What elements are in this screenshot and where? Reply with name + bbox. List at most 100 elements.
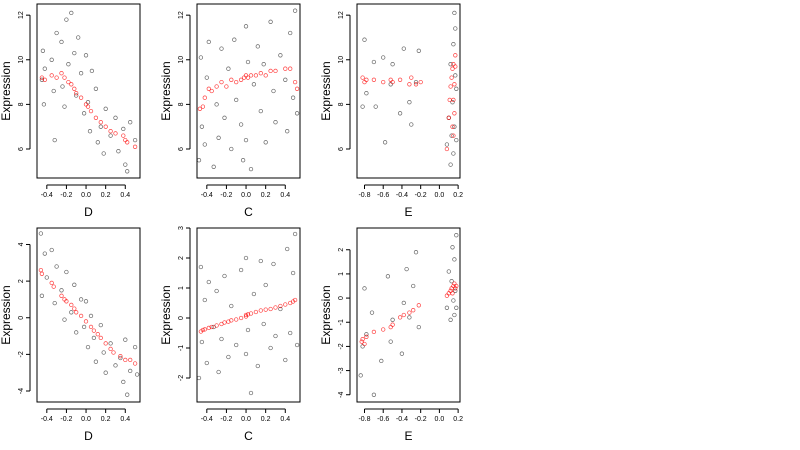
- y-tick-label: 0: [178, 316, 185, 320]
- observed-point: [87, 129, 93, 134]
- y-axis-title: Expression: [159, 61, 173, 120]
- observed-point: [258, 108, 263, 114]
- y-tick-label: 0: [18, 316, 25, 320]
- observed-point: [214, 102, 219, 107]
- observed-point: [234, 342, 239, 348]
- observed-point: [271, 88, 276, 94]
- observed-point: [83, 53, 89, 58]
- observed-point: [62, 104, 67, 109]
- observed-point: [238, 267, 244, 273]
- x-tick-label: 0.2: [261, 192, 271, 199]
- observed-point: [204, 75, 209, 80]
- observed-point: [59, 39, 64, 45]
- series-observed: [358, 233, 459, 397]
- observed-point: [409, 122, 414, 127]
- observed-point: [452, 312, 457, 318]
- observed-point: [101, 151, 106, 156]
- observed-point: [261, 62, 266, 67]
- y-tick-label: 0: [338, 296, 345, 300]
- observed-point: [234, 97, 239, 103]
- observed-point: [211, 164, 216, 169]
- observed-point: [196, 158, 202, 163]
- observed-point: [385, 274, 391, 279]
- observed-point: [108, 341, 113, 346]
- fitted-point: [360, 75, 365, 80]
- observed-point: [413, 79, 419, 85]
- x-tick-label: -0.4: [41, 416, 53, 423]
- fitted-point: [214, 84, 219, 89]
- y-tick-label: 2: [18, 279, 25, 283]
- fitted-point: [206, 325, 211, 331]
- fitted-point: [39, 271, 45, 276]
- fitted-point: [42, 77, 47, 82]
- observed-point: [85, 100, 91, 105]
- series-fitted: [38, 267, 138, 366]
- observed-point: [290, 270, 296, 276]
- observed-point: [263, 282, 268, 288]
- series-fitted: [39, 71, 138, 149]
- fitted-point: [91, 328, 97, 333]
- fitted-point: [69, 302, 74, 308]
- fitted-point: [371, 77, 377, 82]
- y-tick-label: -2: [338, 343, 345, 349]
- observed-point: [69, 310, 74, 315]
- observed-point: [132, 137, 138, 143]
- fitted-point: [197, 106, 203, 111]
- fitted-point: [364, 334, 369, 339]
- fitted-point: [245, 312, 251, 317]
- y-tick-label: 8: [178, 102, 185, 106]
- observed-point: [390, 317, 395, 322]
- fitted-point: [209, 324, 214, 330]
- x-tick-label: 0.0: [241, 192, 251, 199]
- x-axis-title: D: [84, 429, 93, 443]
- x-tick-label: -0.4: [396, 192, 408, 199]
- observed-point: [222, 273, 227, 279]
- fitted-point: [238, 315, 244, 321]
- fitted-point: [113, 131, 118, 136]
- observed-point: [238, 122, 244, 127]
- observed-point: [416, 48, 421, 53]
- observed-point: [292, 8, 298, 13]
- fitted-point: [448, 84, 453, 89]
- x-tick-label: -0.4: [201, 416, 213, 423]
- fitted-point: [453, 286, 458, 291]
- observed-point: [121, 126, 126, 132]
- observed-point: [232, 37, 237, 42]
- fitted-point: [125, 140, 130, 145]
- observed-point: [226, 66, 231, 71]
- x-tick-label: -0.4: [396, 416, 408, 423]
- fitted-point: [51, 284, 56, 289]
- fitted-point: [219, 79, 224, 85]
- observed-point: [263, 140, 268, 145]
- observed-point: [390, 62, 395, 67]
- observed-point: [292, 231, 298, 237]
- fitted-point: [450, 124, 455, 129]
- fitted-point: [258, 308, 263, 313]
- fitted-point: [209, 88, 214, 94]
- observed-point: [91, 335, 97, 341]
- fitted-point: [450, 66, 455, 71]
- y-tick-label: 6: [178, 147, 185, 151]
- fitted-point: [360, 337, 365, 342]
- observed-point: [40, 48, 46, 53]
- observed-point: [72, 50, 77, 56]
- y-tick-label: 12: [18, 11, 25, 19]
- fitted-point: [248, 73, 254, 78]
- observed-point: [81, 324, 87, 330]
- x-tick-label: -0.2: [60, 192, 72, 199]
- plot-frame: [196, 3, 301, 179]
- scatter-panel-3: -0.8 -0.6 -0.4 -0.2 0.0 0.2 E 6 8 10 12 Expression: [319, 3, 463, 219]
- observed-point: [362, 286, 367, 291]
- observed-point: [448, 162, 453, 167]
- y-tick-label: -2: [178, 375, 185, 381]
- observed-point: [113, 363, 118, 368]
- observed-point: [243, 24, 249, 29]
- y-axis-title: Expression: [319, 285, 333, 344]
- observed-point: [404, 266, 409, 272]
- observed-point: [371, 392, 377, 397]
- observed-point: [294, 111, 300, 116]
- fitted-point: [95, 332, 100, 337]
- fitted-point: [83, 102, 89, 107]
- observed-point: [454, 86, 459, 91]
